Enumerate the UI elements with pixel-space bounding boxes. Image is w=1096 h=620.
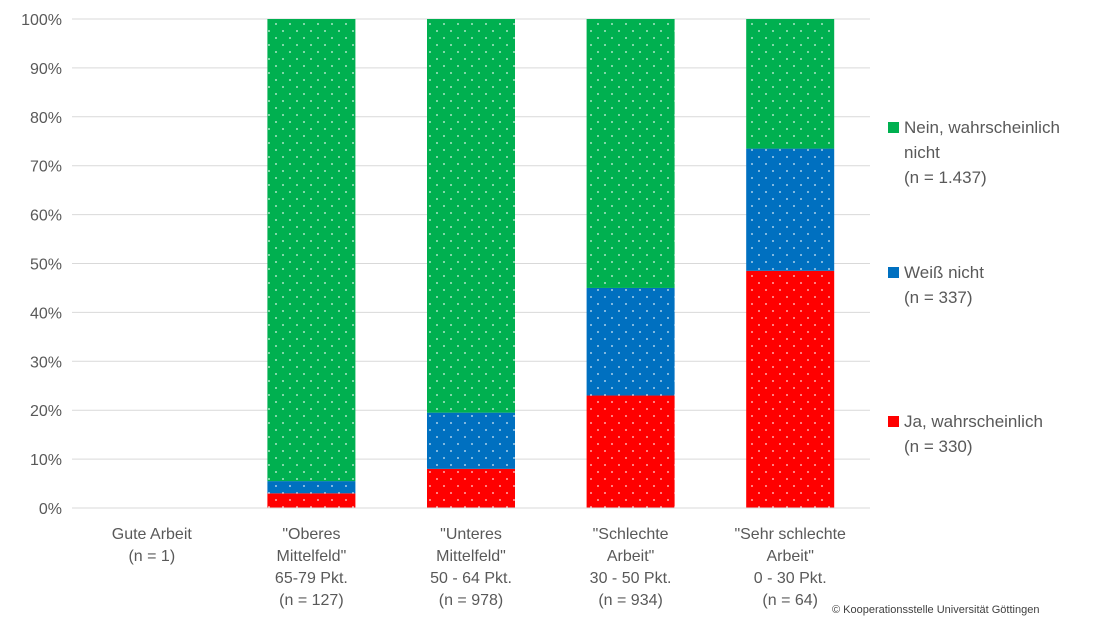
y-tick-label: 50% [30,257,62,274]
legend-swatch-ja [888,416,899,427]
x-category-label: Gute Arbeit (n = 1) [112,526,193,565]
y-tick-label: 40% [30,305,62,322]
bar-ja-4-pattern [586,395,675,508]
legend-swatch-nein [888,122,899,133]
legend-swatch-weiss-nicht [888,267,899,278]
y-tick-label: 10% [30,452,62,469]
legend-label-ja: Ja, wahrscheinlich (n = 330) [904,412,1043,456]
y-tick-label: 60% [30,208,62,225]
y-tick-label: 80% [30,110,62,127]
x-category-label: "Oberes Mittelfeld" 65-79 Pkt. (n = 127) [275,526,348,609]
bar-weiss-nicht-3-pattern [427,412,515,469]
x-category-label: "Sehr schlechte Arbeit" 0 - 30 Pkt. (n = 64… [734,526,846,609]
bar-nein-5-pattern [746,19,835,149]
bar-nein-2-pattern [267,19,356,482]
y-tick-label: 90% [30,61,62,78]
bar-ja-3-pattern [427,468,515,508]
x-axis: Gute Arbeit (n = 1) "Oberes Mittelfeld" 65-7… [72,507,870,609]
y-tick-label: 70% [30,159,62,176]
bar-nein-3-pattern [427,19,515,413]
y-tick-label: 30% [30,354,62,371]
copyright-notice: © Kooperationsstelle Universität Götting… [832,604,1040,616]
legend-label-nein: Nein, wahrscheinlich nicht (n = 1.437) [904,118,1060,187]
bars [267,19,835,508]
legend-label-weiss-nicht: Weiß nicht (n = 337) [904,263,984,307]
x-category-label: "Schlechte Arbeit" 30 - 50 Pkt. (n = 934) [590,526,672,609]
bar-ja-5-pattern [746,270,835,508]
y-axis: 0% 10% 20% 30% 40% 50% 60% 70% 80% 90% 100% [21,12,62,518]
bar-weiss-nicht-2-pattern [267,481,356,494]
bar-weiss-nicht-4-pattern [586,287,675,396]
y-tick-label: 20% [30,403,62,420]
bar-nein-4-pattern [586,19,675,288]
bar-ja-2-pattern [267,493,356,508]
y-tick-label: 100% [21,12,62,29]
x-category-label: "Unteres Mittelfeld" 50 - 64 Pkt. (n = 978) [430,526,512,609]
bar-weiss-nicht-5-pattern [746,148,835,271]
y-tick-label: 0% [39,501,62,518]
